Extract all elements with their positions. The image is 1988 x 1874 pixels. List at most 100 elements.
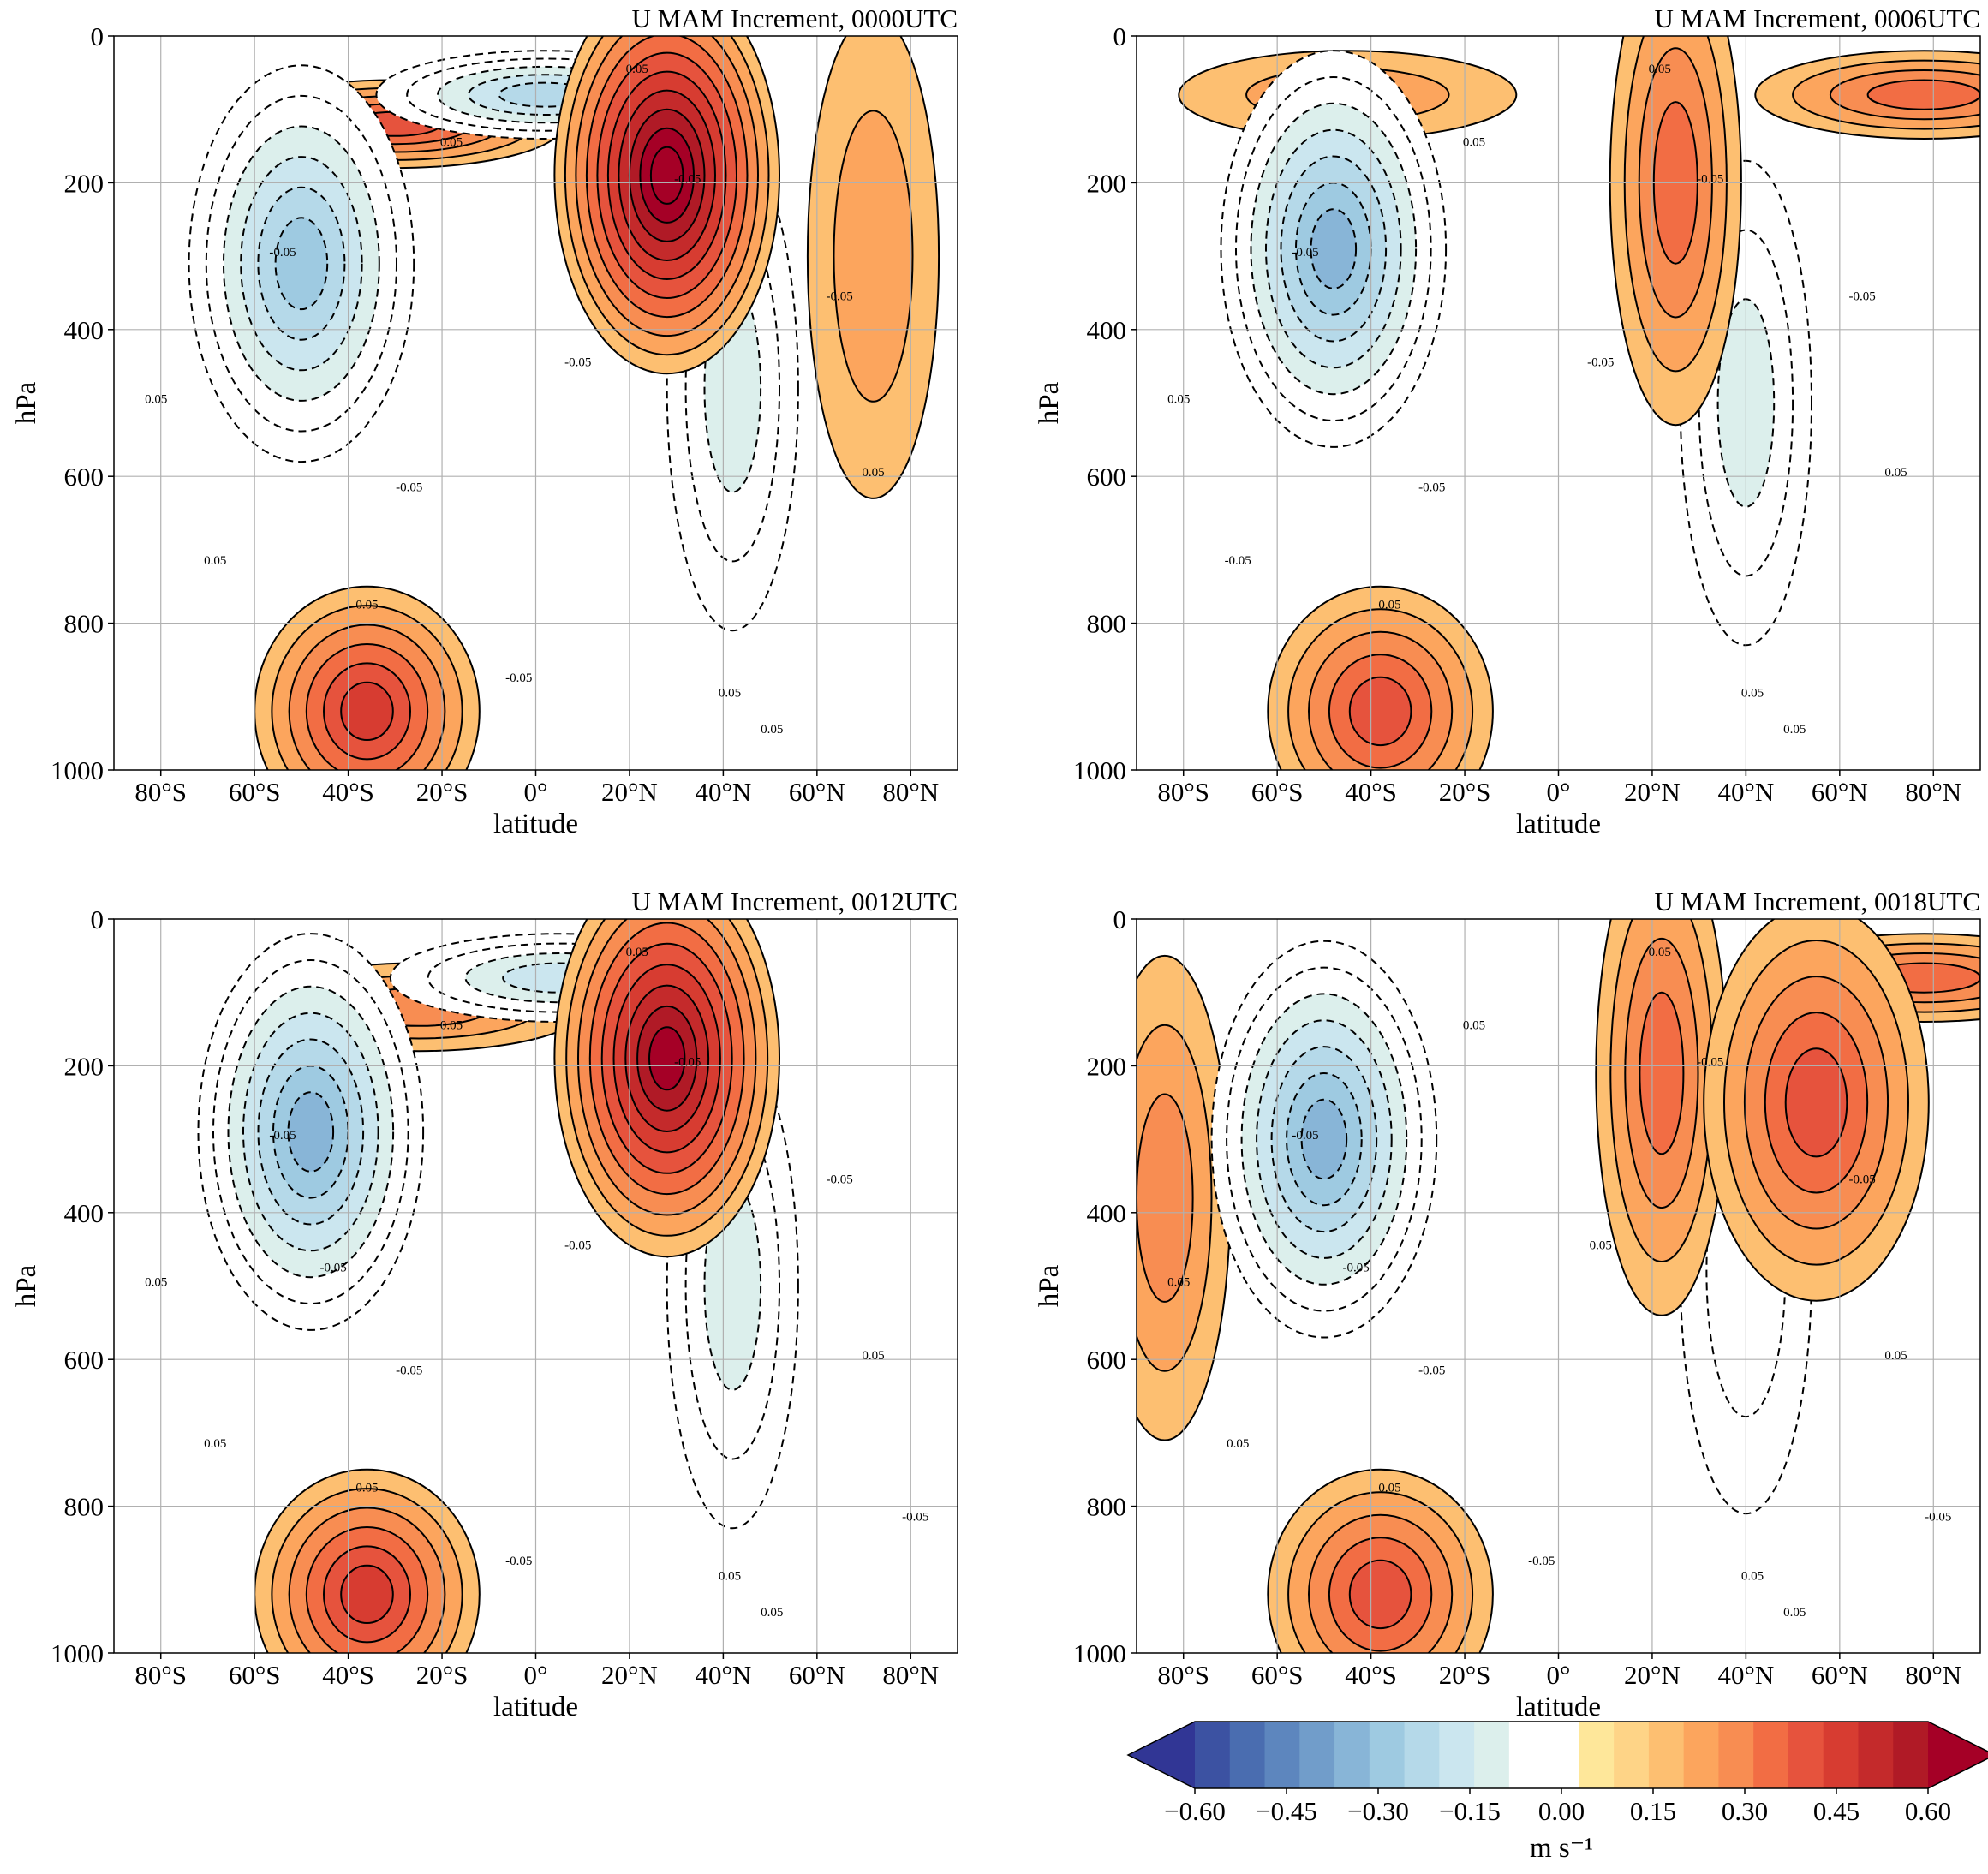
colorbar-tick-label: 0.30: [1722, 1796, 1768, 1826]
contour-label: 0.05: [1783, 1606, 1806, 1620]
y-tick-label: 800: [1087, 609, 1127, 639]
contour-label: -0.05: [269, 246, 296, 260]
x-tick-label: 40°N: [695, 1660, 751, 1690]
colorbar-tick-label: −0.15: [1439, 1796, 1501, 1826]
y-tick-label: 0: [1113, 21, 1127, 51]
y-tick-label: 200: [1087, 1051, 1127, 1081]
colorbar-swatch: [1858, 1722, 1894, 1788]
contour-label: -0.05: [1697, 172, 1723, 186]
contour-label: 0.05: [204, 554, 226, 568]
y-tick-label: 0: [91, 21, 104, 51]
contour-label: -0.05: [1418, 1364, 1445, 1377]
colorbar-swatch: [1229, 1722, 1266, 1788]
grid: [114, 36, 958, 770]
contour-label: 0.05: [761, 1606, 783, 1620]
colorbar-swatch: [1614, 1722, 1650, 1788]
y-tick-label: 800: [64, 1492, 104, 1522]
contour-label: 0.05: [761, 723, 783, 737]
contour-cell: [806, 36, 940, 499]
y-tick-label: 800: [1087, 1492, 1127, 1522]
contour-label: -0.05: [269, 1129, 296, 1143]
y-tick-label: 400: [64, 315, 104, 345]
contour-label: 0.05: [440, 1019, 463, 1033]
x-tick-label: 20°N: [601, 1660, 658, 1690]
contour-level: [1348, 1559, 1412, 1630]
x-tick-label: 40°N: [1717, 1660, 1774, 1690]
x-tick-label: 60°N: [789, 777, 845, 807]
contour-level: [649, 146, 684, 205]
x-tick-label: 60°N: [1812, 1660, 1868, 1690]
y-axis-label: hPa: [11, 381, 42, 424]
x-axis-label: latitude: [1516, 1692, 1601, 1722]
colorbar-swatch: [1299, 1722, 1335, 1788]
contour-label: 0.05: [145, 1276, 167, 1290]
contour-label: 0.05: [1378, 598, 1400, 612]
contour-label: 0.05: [1649, 946, 1671, 959]
colorbar-tick-label: 0.60: [1905, 1796, 1951, 1826]
contour-cell: [1267, 1468, 1494, 1653]
contour-cell: [1267, 585, 1494, 770]
colorbar-tick-label: 0.00: [1538, 1796, 1585, 1826]
contour-label: -0.05: [319, 1261, 346, 1274]
x-tick-label: 0°: [524, 1660, 548, 1690]
grid: [1137, 919, 1980, 1653]
contour-label: -0.05: [674, 1055, 701, 1069]
contour-label: 0.05: [440, 136, 463, 150]
y-tick-label: 200: [1087, 168, 1127, 198]
contour-label: -0.05: [505, 671, 532, 685]
y-tick-label: 800: [64, 609, 104, 639]
x-tick-label: 20°N: [601, 777, 658, 807]
contour-label: 0.05: [145, 393, 167, 407]
contour-label: 0.05: [1741, 1569, 1764, 1583]
contour-label: -0.05: [396, 1364, 422, 1377]
x-tick-label: 40°S: [1345, 777, 1397, 807]
contour-label: -0.05: [1848, 1173, 1875, 1187]
y-tick-label: 0: [91, 904, 104, 934]
colorbar-swatch: [1788, 1722, 1824, 1788]
colorbar: −0.60 −0.45 −0.30 −0.15 0.00 0.15 0.30 0.45 0.60…: [1126, 1721, 1988, 1864]
contour-label: 0.05: [719, 686, 741, 700]
contour-label: -0.05: [826, 1173, 852, 1187]
contour-label: -0.05: [1292, 246, 1318, 260]
x-tick-label: 20°N: [1624, 777, 1681, 807]
contour-label: 0.05: [1167, 1276, 1190, 1290]
contour-level: [1310, 208, 1358, 289]
contour-label: -0.05: [1418, 480, 1445, 494]
panel-title: U MAM Increment, 0006UTC: [1654, 3, 1980, 33]
y-tick-label: 1000: [51, 1638, 104, 1668]
y-tick-label: 1000: [51, 755, 104, 785]
contour-label: 0.05: [719, 1569, 741, 1583]
contour-label: -0.05: [1342, 1261, 1369, 1274]
x-tick-label: 60°N: [1812, 777, 1868, 807]
panel-0012utc: 0.05 0.05 0.05 0.05 0.05 0.05 0.05 0.05 -0.05 -0.…: [11, 886, 958, 1722]
contour-label: 0.05: [626, 946, 648, 959]
contour-label: -0.05: [396, 480, 422, 494]
contour-level: [1639, 991, 1685, 1155]
contour-label: -0.05: [826, 290, 852, 304]
contour-level: [1348, 676, 1412, 747]
x-tick-label: 60°S: [229, 1660, 281, 1690]
x-tick-label: 0°: [1547, 777, 1571, 807]
x-tick-label: 40°N: [695, 777, 751, 807]
colorbar-swatch: [1893, 1722, 1929, 1788]
contour-label: -0.05: [505, 1555, 532, 1568]
colorbar-swatch: [1683, 1722, 1720, 1788]
contour-label: -0.05: [564, 1239, 591, 1253]
contour-label: 0.05: [626, 63, 648, 76]
y-axis-label: hPa: [1034, 1264, 1065, 1307]
contour-field: [1137, 919, 1980, 1653]
x-tick-label: 40°N: [1717, 777, 1774, 807]
contour-label: -0.05: [902, 1511, 928, 1525]
contour-label: 0.05: [1463, 1019, 1485, 1033]
colorbar-tick-label: −0.60: [1164, 1796, 1226, 1826]
x-tick-label: 40°S: [322, 777, 374, 807]
colorbar-tick-label: −0.45: [1256, 1796, 1317, 1826]
contour-cell: [553, 36, 780, 375]
panel-title: U MAM Increment, 0000UTC: [631, 3, 958, 33]
colorbar-unit-label: m s⁻¹: [1530, 1833, 1593, 1864]
contour-level: [1137, 1093, 1194, 1303]
contour-cell: [553, 919, 780, 1258]
contour-label: 0.05: [1649, 63, 1671, 76]
contour-label: 0.05: [1741, 686, 1764, 700]
x-axis-label: latitude: [493, 1692, 578, 1722]
